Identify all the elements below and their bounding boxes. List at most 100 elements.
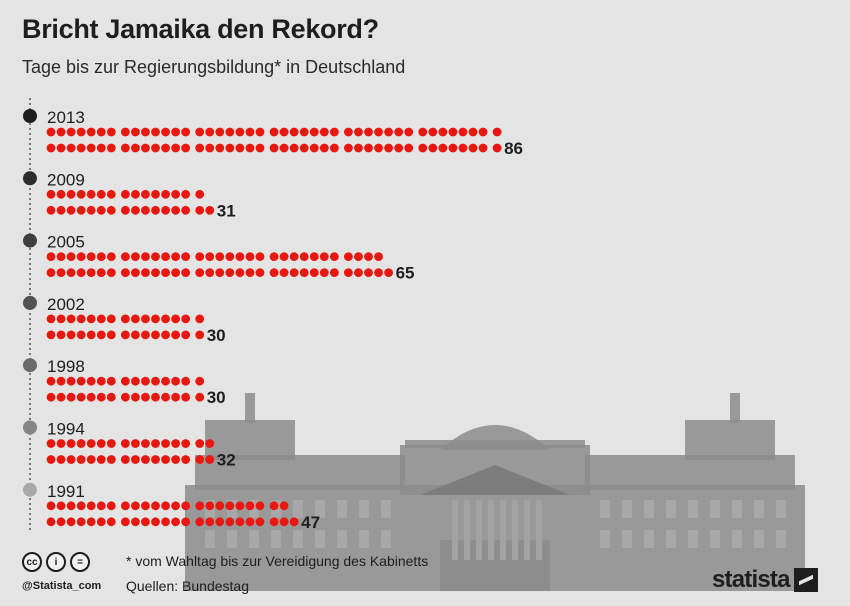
day-dot — [141, 517, 150, 527]
right-tower — [685, 420, 775, 460]
day-dot — [76, 392, 86, 402]
day-dot — [76, 127, 86, 137]
day-dot — [46, 392, 56, 402]
day-dot — [225, 517, 235, 527]
day-dot — [215, 501, 225, 511]
day-dot — [76, 205, 86, 215]
window — [666, 500, 676, 518]
day-dot — [205, 252, 215, 261]
day-dot — [46, 268, 56, 277]
value-label: 86 — [504, 139, 523, 158]
day-dot — [289, 143, 299, 153]
day-dot — [364, 143, 373, 153]
window — [600, 500, 610, 518]
day-dot — [195, 330, 205, 340]
timeline-marker — [23, 171, 37, 186]
day-dot — [56, 439, 66, 448]
day-dot — [56, 189, 66, 199]
day-dot — [319, 268, 329, 277]
day-dot — [195, 376, 205, 386]
day-dot — [468, 143, 478, 153]
day-dot — [56, 314, 66, 324]
day-dot — [279, 517, 289, 527]
day-dot — [171, 189, 181, 199]
day-dot — [215, 127, 225, 137]
day-dot — [255, 517, 265, 527]
chart-row-2009: 2009 31 — [23, 170, 236, 220]
day-dot — [448, 127, 458, 137]
day-dot — [151, 501, 160, 511]
day-dot — [299, 268, 309, 277]
day-dot — [329, 268, 339, 277]
day-dot — [106, 143, 116, 153]
day-dot — [181, 127, 191, 137]
day-dot — [205, 143, 215, 153]
day-dot — [46, 501, 56, 511]
day-dot — [181, 314, 191, 324]
day-dot — [96, 517, 106, 527]
day-dot — [364, 252, 373, 261]
day-dot — [131, 517, 140, 527]
attribution-icon: i — [46, 552, 66, 572]
day-dot — [96, 330, 106, 340]
license-icons: cc i = — [22, 552, 90, 572]
day-dot — [66, 330, 76, 340]
day-dot — [181, 517, 191, 527]
window — [710, 500, 720, 518]
day-dot — [56, 392, 66, 402]
day-dot — [66, 268, 76, 277]
day-dot — [56, 252, 66, 261]
day-dot — [195, 439, 205, 448]
day-dot — [46, 439, 56, 448]
day-dot — [86, 501, 96, 511]
chart-rows: 2013 86 2009 31 2005 65 2002 30 1998 30 1994 32 1991… — [23, 108, 523, 532]
day-dot — [344, 143, 353, 153]
day-dot — [106, 268, 116, 277]
day-dot — [205, 205, 215, 215]
day-dot — [245, 268, 255, 277]
chart-row-1991: 1991 47 — [23, 482, 320, 532]
portico-column — [512, 500, 518, 560]
day-dot — [141, 501, 150, 511]
day-dot — [195, 189, 205, 199]
day-dot — [76, 268, 86, 277]
chart-title: Bricht Jamaika den Rekord? — [22, 14, 379, 44]
portico-column — [536, 500, 542, 560]
day-dot — [269, 143, 279, 153]
year-label: 1991 — [47, 482, 85, 501]
day-dot — [181, 268, 191, 277]
year-label: 2013 — [47, 108, 85, 127]
day-dot — [120, 517, 130, 527]
day-dot — [289, 268, 299, 277]
value-label: 32 — [217, 451, 236, 470]
reichstag-building-illustration — [185, 393, 805, 591]
day-dot — [225, 127, 235, 137]
day-dot — [354, 127, 363, 137]
day-dot — [269, 268, 279, 277]
statista-logo-text: statista — [712, 566, 790, 593]
day-dot — [76, 189, 86, 199]
window — [359, 500, 369, 518]
day-dot — [235, 127, 245, 137]
day-dot — [46, 314, 56, 324]
day-dot — [161, 392, 170, 402]
day-dot — [131, 143, 140, 153]
day-dot — [66, 127, 76, 137]
day-dot — [492, 143, 502, 153]
day-dot — [289, 517, 299, 527]
day-dot — [205, 439, 215, 448]
day-dot — [96, 392, 106, 402]
day-dot — [56, 455, 66, 464]
portico-column — [524, 500, 530, 560]
day-dot — [151, 143, 160, 153]
window — [315, 500, 325, 518]
day-dot — [106, 455, 116, 464]
day-dot — [141, 392, 150, 402]
day-dot — [151, 252, 160, 261]
chart-row-2002: 2002 30 — [23, 295, 226, 345]
day-dot — [120, 127, 130, 137]
day-dot — [394, 127, 404, 137]
day-dot — [66, 392, 76, 402]
day-dot — [96, 189, 106, 199]
